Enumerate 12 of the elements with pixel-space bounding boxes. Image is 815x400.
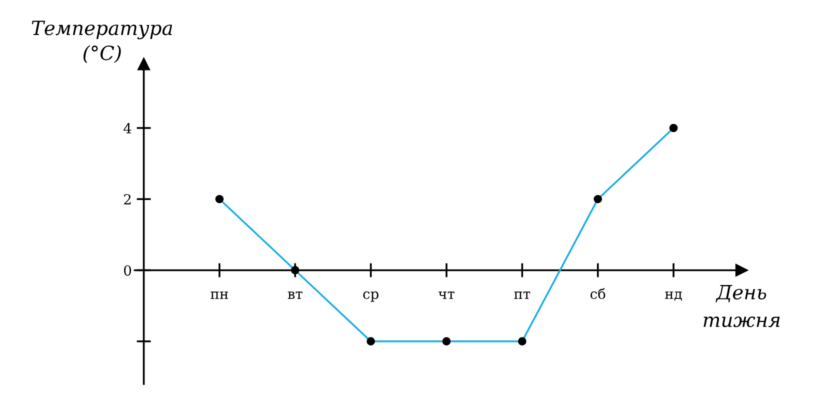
x-tick-label: сб — [590, 288, 606, 300]
y-axis-title: Температура (°C) — [32, 20, 172, 63]
y-tick-label: 2 — [124, 194, 131, 204]
y-tick-label: 0 — [124, 265, 132, 276]
x-tick-label: чт — [438, 292, 454, 299]
y-tick-label: 4 — [124, 122, 132, 134]
x-tick-label: ср — [363, 291, 378, 302]
x-tick-label: нд — [665, 292, 682, 301]
x-tick-label: пн — [210, 292, 228, 299]
x-axis-title: День тижня — [704, 285, 780, 328]
x-tick-label: пт — [514, 292, 530, 299]
x-tick-label: вт — [288, 292, 302, 299]
